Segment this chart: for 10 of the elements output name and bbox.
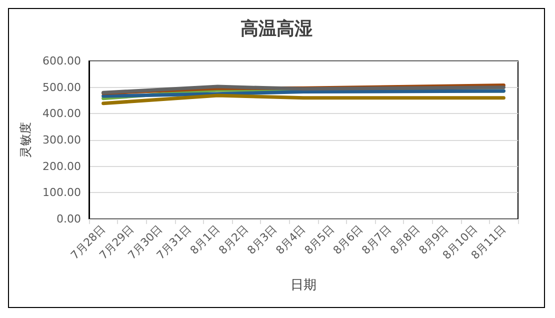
y-tick-label: 600.00 bbox=[42, 54, 81, 68]
y-tick-label: 400.00 bbox=[42, 107, 81, 120]
y-tick-label: 200.00 bbox=[42, 160, 81, 173]
y-tick-label: 100.00 bbox=[42, 186, 81, 200]
y-tick-label: 500.00 bbox=[42, 80, 81, 94]
x-axis-title: 日期 bbox=[290, 278, 316, 293]
y-axis-title: 灵敏度 bbox=[18, 122, 33, 158]
y-tick-label: 0.00 bbox=[56, 212, 81, 226]
y-tick-label: 300.00 bbox=[42, 134, 81, 146]
chart-title: 高温高湿 bbox=[240, 18, 312, 40]
